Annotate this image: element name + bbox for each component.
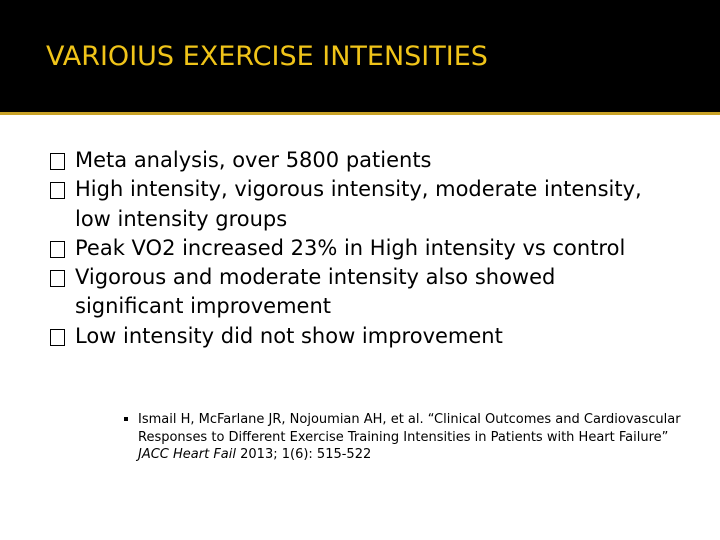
title-bar: VARIOIUS EXERCISE INTENSITIES — [0, 0, 720, 112]
bullet-item: High intensity, vigorous intensity, mode… — [50, 175, 670, 234]
square-bullet-icon — [124, 417, 128, 421]
bullet-text: Low intensity did not show improvement — [75, 323, 503, 348]
bullet-item: Low intensity did not show improvement — [50, 322, 670, 351]
citation-journal: JACC Heart Fail — [138, 447, 236, 462]
bullet-box-icon — [50, 153, 65, 170]
bullet-text: Vigorous and moderate intensity also sho… — [75, 265, 556, 319]
title-divider — [0, 112, 720, 115]
bullet-box-icon — [50, 182, 65, 200]
bullet-item: Meta analysis, over 5800 patients — [50, 146, 670, 175]
slide-title: VARIOIUS EXERCISE INTENSITIES — [46, 41, 488, 72]
bullet-item: Vigorous and moderate intensity also sho… — [50, 263, 670, 322]
citation: Ismail H, McFarlane JR, Nojoumian AH, et… — [124, 411, 694, 464]
bullet-box-icon — [50, 270, 65, 288]
bullet-text: Meta analysis, over 5800 patients — [75, 148, 432, 172]
bullet-box-icon — [50, 328, 65, 346]
citation-text: Ismail H, McFarlane JR, Nojoumian AH, et… — [138, 412, 681, 445]
bullet-text: Peak VO2 increased 23% in High intensity… — [75, 235, 626, 260]
citation-details: 2013; 1(6): 515-522 — [236, 447, 372, 462]
bullet-box-icon — [50, 240, 65, 258]
bullet-list: Meta analysis, over 5800 patients High i… — [50, 146, 670, 351]
bullet-item: Peak VO2 increased 23% in High intensity… — [50, 234, 670, 263]
bullet-text: High intensity, vigorous intensity, mode… — [75, 177, 642, 231]
